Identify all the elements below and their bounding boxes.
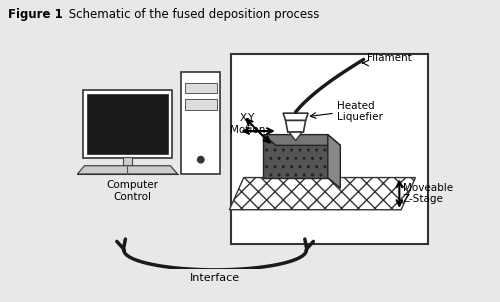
Polygon shape — [286, 120, 306, 132]
Bar — [87, 94, 168, 154]
Bar — [123, 157, 132, 166]
Bar — [181, 72, 220, 174]
Circle shape — [198, 156, 204, 163]
Polygon shape — [283, 113, 308, 120]
Bar — [82, 90, 172, 158]
Polygon shape — [289, 132, 302, 141]
Polygon shape — [264, 135, 340, 145]
Bar — [184, 99, 217, 110]
Text: Moveable
Z-Stage: Moveable Z-Stage — [403, 183, 453, 204]
Text: Computer
Control: Computer Control — [107, 180, 159, 202]
Text: Figure 1: Figure 1 — [8, 8, 62, 21]
Polygon shape — [78, 166, 178, 174]
Polygon shape — [230, 178, 416, 210]
Text: Heated
Liquefier: Heated Liquefier — [336, 101, 382, 122]
Bar — [231, 54, 428, 244]
Text: Schematic of the fused deposition process: Schematic of the fused deposition proces… — [65, 8, 320, 21]
Text: X-Y
Motion: X-Y Motion — [230, 113, 265, 135]
Polygon shape — [328, 135, 340, 188]
Bar — [184, 83, 217, 94]
Text: Interface: Interface — [190, 273, 240, 283]
Text: Filament: Filament — [367, 53, 412, 63]
Polygon shape — [264, 135, 328, 178]
